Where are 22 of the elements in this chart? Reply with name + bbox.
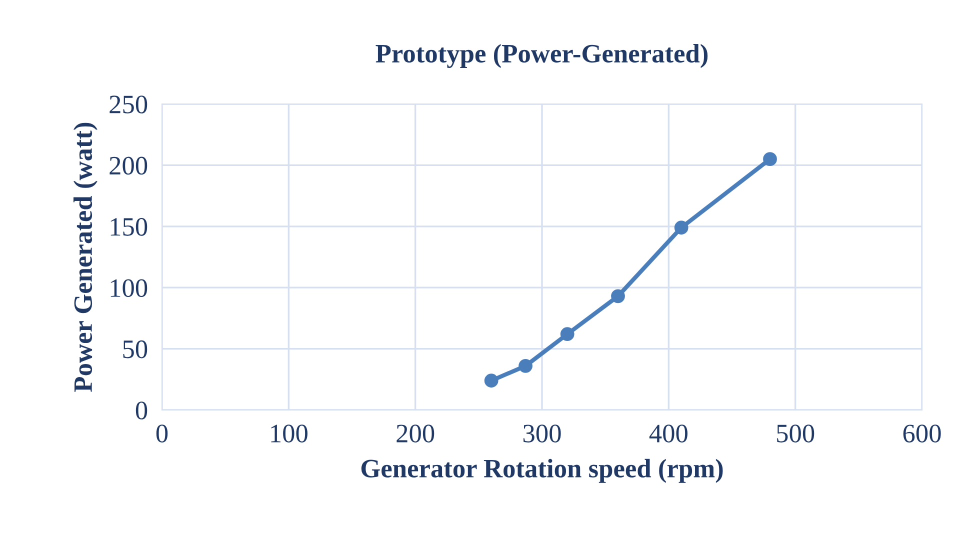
chart-title: Prototype (Power-Generated) — [376, 44, 708, 68]
y-tick-label: 200 — [110, 156, 148, 175]
x-tick-label: 400 — [649, 424, 688, 442]
y-tick-label: 250 — [110, 96, 148, 114]
x-tick-label: 500 — [777, 424, 814, 442]
y-axis-title: Power Generated (watt) — [73, 122, 98, 392]
y-tick-label: 150 — [110, 218, 148, 236]
point — [763, 152, 777, 166]
point — [484, 374, 498, 388]
x-tick-label: 200 — [396, 424, 434, 442]
y-tick-label: 100 — [110, 279, 148, 298]
point — [674, 220, 688, 235]
point — [611, 289, 625, 304]
y-tick-label: 0 — [136, 402, 148, 420]
x-tick-label: 100 — [271, 424, 308, 442]
point — [518, 358, 532, 373]
y-tick-label: 50 — [123, 340, 148, 358]
x-tick-label: 0 — [156, 424, 168, 442]
x-tick-label: 600 — [903, 424, 941, 442]
point — [560, 327, 574, 342]
x-tick-label: 300 — [523, 424, 561, 442]
x-axis-title: Generator Rotation speed (rpm) — [361, 458, 723, 483]
